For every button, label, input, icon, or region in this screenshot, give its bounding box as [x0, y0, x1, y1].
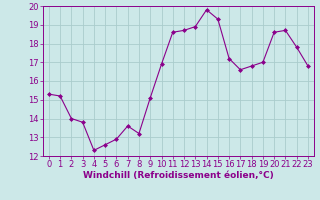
X-axis label: Windchill (Refroidissement éolien,°C): Windchill (Refroidissement éolien,°C) [83, 171, 274, 180]
